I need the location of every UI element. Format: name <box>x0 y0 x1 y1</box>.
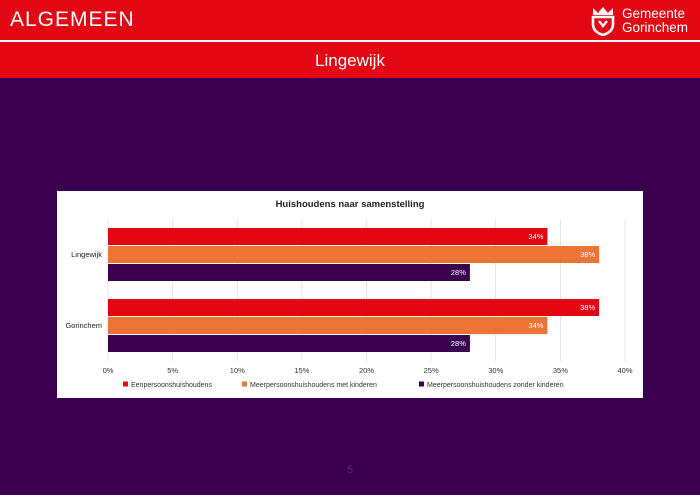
bar-value-label: 38% <box>580 250 595 259</box>
bar-chart: Huishoudens naar samenstelling 34% 38% 28%… <box>65 199 633 389</box>
bar-value-label: 28% <box>451 339 466 348</box>
legend-label: Eenpersoonshuishoudens <box>131 382 212 389</box>
x-tick-label: 40% <box>617 366 632 375</box>
subtitle-bar: Lingewijk <box>0 42 700 78</box>
category-label: Lingewijk <box>71 250 102 259</box>
bar <box>108 264 470 281</box>
bar-value-label: 34% <box>528 321 543 330</box>
legend-swatch <box>123 381 128 387</box>
bar <box>108 317 548 334</box>
x-tick-label: 0% <box>103 366 114 375</box>
x-tick-label: 5% <box>167 366 178 375</box>
section-title: ALGEMEEN <box>10 8 135 31</box>
bar-value-label: 28% <box>451 268 466 277</box>
category-label: Gorinchem <box>65 321 102 330</box>
page-number: 5 <box>346 464 354 476</box>
logo: Gemeente Gorinchem <box>590 6 688 36</box>
bar <box>108 246 600 263</box>
bar <box>108 335 470 352</box>
x-tick-label: 10% <box>230 366 245 375</box>
x-tick-label: 35% <box>553 366 568 375</box>
logo-line-1: Gemeente <box>621 6 686 21</box>
header-divider <box>0 40 700 42</box>
x-tick-label: 20% <box>359 366 374 375</box>
page-subtitle: Lingewijk <box>315 51 385 70</box>
bar-value-label: 38% <box>580 303 595 312</box>
legend-swatch <box>242 381 247 387</box>
chart-panel: Huishoudens naar samenstelling 34% 38% 28%… <box>57 191 643 398</box>
x-tick-label: 30% <box>488 366 503 375</box>
legend-label: Meerpersoonshuishoudens zonder kinderen <box>427 382 564 389</box>
bar-value-label: 34% <box>528 232 543 241</box>
legend-label: Meerpersoonshuishoudens met kinderen <box>250 382 377 389</box>
header-bar: ALGEMEEN Gemeente Gorinchem <box>0 0 700 42</box>
x-tick-label: 15% <box>294 366 309 375</box>
crown-shield-icon <box>591 7 615 36</box>
bar <box>108 299 600 316</box>
logo-line-2: Gorinchem <box>621 20 688 35</box>
chart-title: Huishoudens naar samenstelling <box>276 199 425 210</box>
legend-swatch <box>419 381 424 387</box>
bar <box>108 228 548 245</box>
logo-text: Gemeente Gorinchem <box>622 7 688 35</box>
x-tick-label: 25% <box>424 366 439 375</box>
